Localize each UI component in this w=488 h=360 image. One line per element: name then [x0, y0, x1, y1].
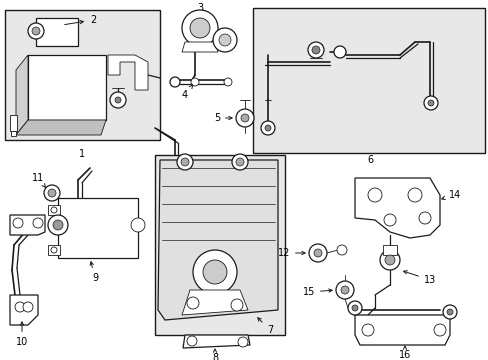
Text: 16: 16	[398, 346, 410, 360]
Circle shape	[32, 27, 40, 35]
Text: 1: 1	[79, 149, 85, 159]
Text: 9: 9	[90, 262, 98, 283]
Circle shape	[383, 214, 395, 226]
Circle shape	[23, 302, 33, 312]
Bar	[36, 18, 78, 46]
Circle shape	[213, 28, 237, 52]
Circle shape	[236, 109, 253, 127]
Circle shape	[190, 18, 209, 38]
Polygon shape	[354, 178, 439, 238]
Circle shape	[446, 309, 452, 315]
Circle shape	[186, 297, 199, 309]
Circle shape	[193, 250, 237, 294]
Circle shape	[110, 92, 126, 108]
Circle shape	[13, 218, 23, 228]
Circle shape	[308, 244, 326, 262]
Polygon shape	[182, 42, 218, 52]
Circle shape	[433, 324, 445, 336]
Text: 10: 10	[16, 322, 28, 347]
Circle shape	[379, 250, 399, 270]
Circle shape	[33, 218, 43, 228]
Text: 6: 6	[366, 155, 372, 165]
Circle shape	[335, 281, 353, 299]
Circle shape	[48, 189, 56, 197]
Polygon shape	[182, 290, 247, 315]
Text: 5: 5	[213, 113, 232, 123]
Circle shape	[313, 249, 321, 257]
Circle shape	[203, 260, 226, 284]
Text: 7: 7	[257, 318, 273, 335]
Text: 2: 2	[64, 15, 96, 25]
Text: 4: 4	[182, 85, 192, 100]
Text: 15: 15	[302, 287, 331, 297]
Circle shape	[230, 299, 243, 311]
Polygon shape	[16, 120, 106, 135]
Circle shape	[311, 46, 319, 54]
Circle shape	[51, 247, 57, 253]
Polygon shape	[16, 55, 28, 135]
Text: 12: 12	[277, 248, 305, 258]
Polygon shape	[48, 205, 60, 215]
Circle shape	[333, 46, 346, 58]
Bar	[58, 198, 138, 258]
Text: 8: 8	[211, 349, 218, 360]
Bar	[382, 245, 396, 255]
Circle shape	[427, 100, 433, 106]
Circle shape	[219, 34, 230, 46]
Polygon shape	[10, 215, 45, 235]
Circle shape	[236, 158, 244, 166]
Text: 3: 3	[197, 3, 203, 13]
Circle shape	[407, 188, 421, 202]
Circle shape	[177, 154, 193, 170]
Circle shape	[131, 218, 145, 232]
Circle shape	[53, 220, 63, 230]
Circle shape	[186, 336, 197, 346]
Polygon shape	[158, 160, 278, 320]
Circle shape	[15, 302, 25, 312]
Bar	[10, 115, 17, 131]
Bar	[5, 10, 160, 140]
Circle shape	[351, 305, 357, 311]
Circle shape	[336, 245, 346, 255]
Bar	[11, 131, 16, 136]
Polygon shape	[48, 245, 60, 255]
Circle shape	[442, 305, 456, 319]
Circle shape	[191, 78, 199, 86]
Circle shape	[261, 121, 274, 135]
Circle shape	[115, 97, 121, 103]
Circle shape	[182, 10, 218, 46]
Circle shape	[340, 286, 348, 294]
Circle shape	[264, 125, 270, 131]
Bar	[28, 55, 106, 120]
Circle shape	[224, 78, 231, 86]
Text: 13: 13	[403, 271, 435, 285]
Circle shape	[307, 42, 324, 58]
Text: 11: 11	[32, 173, 46, 188]
Circle shape	[28, 23, 44, 39]
Text: 14: 14	[441, 190, 460, 200]
Bar	[155, 155, 285, 335]
Circle shape	[347, 301, 361, 315]
Polygon shape	[108, 55, 148, 90]
Circle shape	[48, 215, 68, 235]
Circle shape	[231, 154, 247, 170]
Polygon shape	[183, 335, 249, 348]
Circle shape	[44, 185, 60, 201]
Circle shape	[181, 158, 189, 166]
Circle shape	[423, 96, 437, 110]
Polygon shape	[10, 295, 38, 325]
Circle shape	[418, 212, 430, 224]
Circle shape	[384, 255, 394, 265]
Polygon shape	[354, 315, 449, 345]
Circle shape	[51, 207, 57, 213]
Circle shape	[367, 188, 381, 202]
Bar	[252, 8, 484, 153]
Circle shape	[170, 77, 180, 87]
Circle shape	[361, 324, 373, 336]
Circle shape	[241, 114, 248, 122]
Circle shape	[238, 337, 247, 347]
